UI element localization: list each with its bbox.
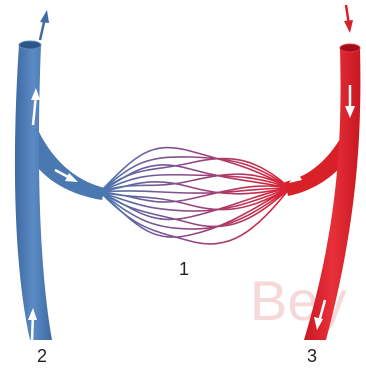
label-artery: 3 [307,346,317,366]
label-vein: 2 [37,346,47,366]
capillary-bed [100,148,290,244]
vein [15,45,52,340]
vein-opening [19,41,41,49]
exit-arrow [40,10,49,40]
entry-arrow [344,5,353,33]
label-capillaries: 1 [179,259,189,279]
artery-opening [340,44,360,52]
vein-branch [32,130,105,200]
capillary [100,188,290,229]
diagram: Bey 1 2 3 [0,0,366,374]
